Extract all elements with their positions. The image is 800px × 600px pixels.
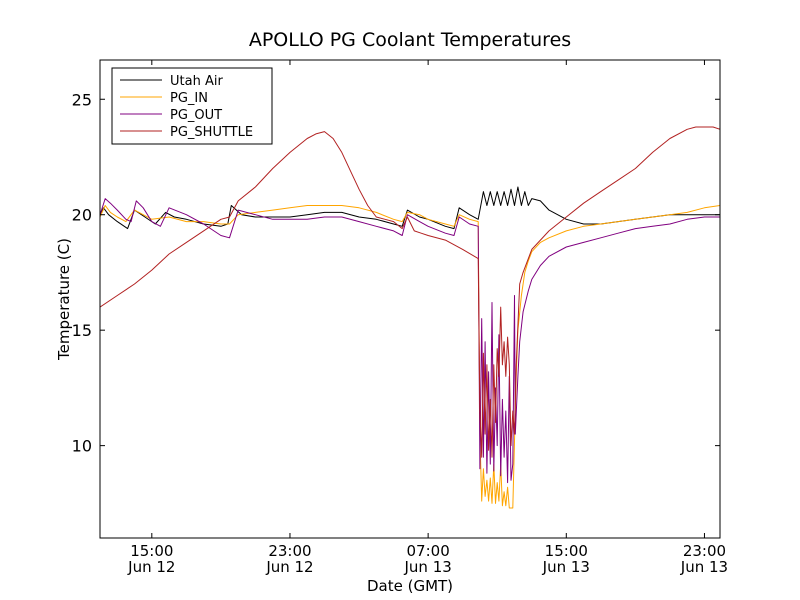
y-tick-label: 20 [72,206,92,225]
x-tick-label-time: 15:00 [545,542,588,560]
x-tick-label-time: 15:00 [130,542,173,560]
legend-label: PG_SHUTTLE [170,125,253,140]
y-tick-label: 10 [72,437,92,456]
series-line-pg-shuttle [100,126,720,458]
legend-label: PG_OUT [170,108,222,123]
x-tick-label-date: Jun 13 [680,558,728,576]
x-tick-label-date: Jun 13 [542,558,590,576]
y-tick-label: 15 [72,321,92,340]
series-line-pg-out [100,198,720,484]
x-tick-label-date: Jun 12 [127,558,175,576]
series-line-utah-air [100,186,720,230]
x-tick-label-date: Jun 13 [403,558,451,576]
legend-label: Utah Air [170,74,223,89]
x-tick-label-date: Jun 12 [265,558,313,576]
chart-title: APOLLO PG Coolant Temperatures [249,29,571,51]
legend-label: PG_IN [170,91,208,106]
plot-frame [99,59,721,539]
legend: Utah Air PG_IN PG_OUT PG_SHUTTLE [111,67,273,145]
y-tick-label: 25 [72,90,92,109]
x-tick-label-time: 23:00 [683,542,726,560]
y-axis-label: Temperature (C) [55,238,73,361]
x-tick-label-time: 07:00 [407,542,450,560]
series-line-pg-in [100,205,720,509]
x-axis-label: Date (GMT) [367,577,453,595]
x-tick-label-time: 23:00 [268,542,311,560]
series-layer [100,126,720,509]
